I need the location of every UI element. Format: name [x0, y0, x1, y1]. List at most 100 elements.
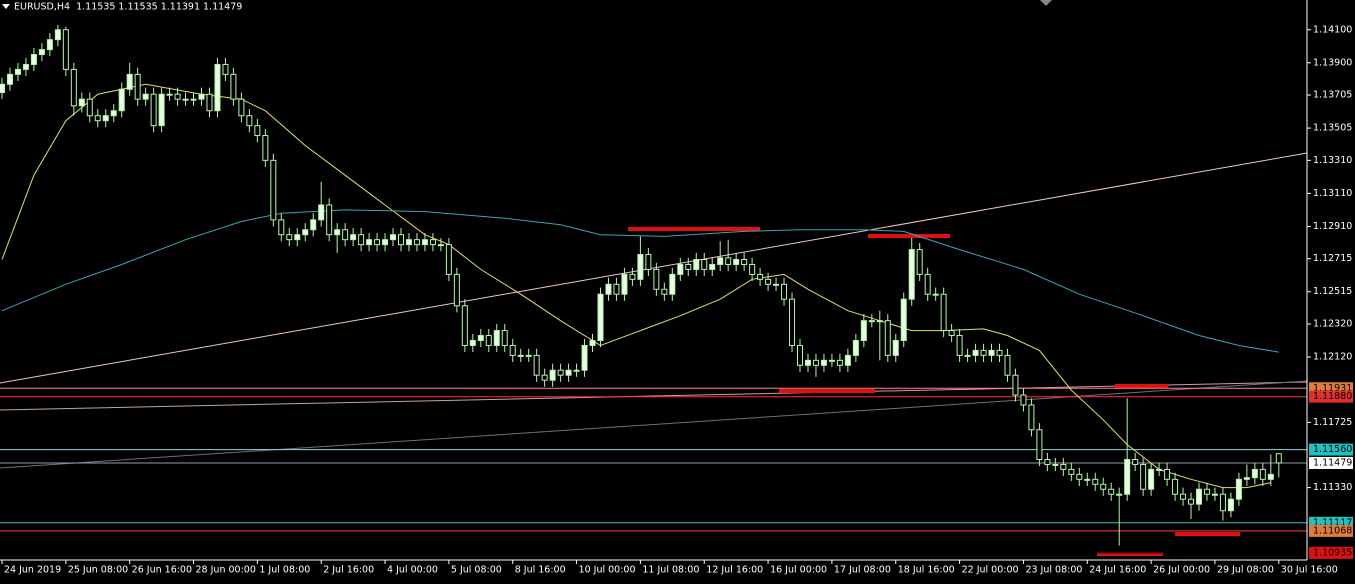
- x-tick-label: 30 Jul 16:00: [1281, 565, 1338, 576]
- candle-body: [733, 259, 740, 265]
- levels: [0, 387, 1307, 554]
- x-tick-label: 11 Jul 08:00: [642, 565, 699, 576]
- x-tick-label: 2 Jul 16:00: [323, 565, 374, 576]
- candle-body: [573, 369, 580, 372]
- y-tick-label: 1.13505: [1313, 123, 1352, 134]
- candle-body: [557, 369, 564, 376]
- candle-body: [94, 115, 101, 122]
- candle-body: [54, 29, 61, 41]
- candle-body: [310, 219, 317, 231]
- x-tick-label: 26 Jul 00:00: [1153, 565, 1210, 576]
- candle-body: [1188, 498, 1195, 505]
- candle-body: [924, 273, 931, 295]
- candle-body: [1132, 459, 1139, 465]
- candle-body: [102, 115, 109, 122]
- candle-body: [461, 305, 468, 346]
- candle-body: [1108, 488, 1115, 495]
- candle-body: [677, 263, 684, 275]
- x-tick-label: 26 Jun 16:00: [132, 565, 192, 576]
- candle-body: [916, 249, 923, 275]
- candle-body: [884, 320, 891, 356]
- candle-body: [749, 263, 756, 275]
- candle-body: [860, 320, 867, 341]
- candle-body: [852, 339, 859, 356]
- x-tick-label: 23 Jul 08:00: [1025, 565, 1082, 576]
- candle-body: [206, 93, 213, 112]
- candle-body: [605, 283, 612, 295]
- candle-body: [254, 125, 261, 137]
- candle-body: [1267, 473, 1274, 480]
- candle-body: [350, 234, 357, 241]
- candle-body: [222, 63, 229, 75]
- candle-body: [0, 83, 5, 94]
- candle-body: [581, 344, 588, 371]
- candle-body: [158, 93, 165, 127]
- y-tick-label: 1.13310: [1313, 155, 1352, 166]
- candle-body: [549, 369, 556, 381]
- y-tick-label: 1.12910: [1313, 221, 1352, 232]
- candle-body: [701, 259, 708, 270]
- candle-body: [1196, 488, 1202, 505]
- y-tick-label: 1.11330: [1313, 482, 1352, 493]
- x-tick-label: 12 Jul 16:00: [706, 565, 763, 576]
- candle-body: [1227, 498, 1234, 512]
- candle-body: [900, 298, 907, 341]
- candle-body: [342, 229, 349, 241]
- candle-body: [1060, 463, 1067, 470]
- candle-body: [781, 283, 788, 300]
- candle-body: [629, 273, 636, 280]
- candle-body: [453, 273, 460, 307]
- candle-body: [118, 88, 125, 112]
- candle-body: [398, 234, 404, 246]
- candle-body: [1052, 463, 1059, 466]
- y-tick-label: 1.13900: [1313, 57, 1352, 68]
- candle-body: [725, 257, 732, 265]
- candles: [0, 24, 1282, 546]
- candle-body: [326, 204, 333, 236]
- x-tick-label: 4 Jul 00:00: [387, 565, 438, 576]
- candle-body: [525, 354, 532, 357]
- candle-body: [964, 354, 971, 357]
- candle-body: [517, 354, 524, 357]
- x-tick-label: 16 Jul 00:00: [770, 565, 827, 576]
- y-tick-label: 1.14100: [1313, 24, 1352, 35]
- candle-body: [62, 29, 69, 70]
- x-tick-label: 8 Jul 16:00: [515, 565, 566, 576]
- candle-body: [1092, 478, 1099, 485]
- candle-body: [645, 254, 652, 270]
- candle-body: [477, 335, 484, 341]
- candle-body: [374, 239, 381, 246]
- candle-body: [892, 339, 899, 356]
- candle-body: [110, 110, 117, 117]
- candle-body: [956, 335, 963, 356]
- candle-body: [717, 257, 724, 265]
- price-level-label: 1.11880: [1313, 391, 1352, 402]
- x-tick-label: 17 Jul 08:00: [834, 565, 891, 576]
- price-level-label: 1.11931: [1313, 383, 1352, 394]
- candle-body: [804, 359, 811, 366]
- candle-body: [1251, 468, 1258, 479]
- candle-body: [421, 239, 428, 246]
- candle-body: [230, 73, 237, 100]
- candle-body: [820, 359, 827, 366]
- candle-body: [318, 204, 325, 221]
- candle-body: [797, 344, 803, 366]
- candle-body: [1235, 478, 1242, 500]
- candle-body: [589, 339, 596, 346]
- price-level-box: [1309, 546, 1353, 559]
- candle-body: [166, 93, 173, 96]
- candle-body: [78, 98, 85, 107]
- candle-body: [437, 244, 444, 247]
- candle-body: [653, 268, 660, 290]
- candle-body: [501, 330, 508, 346]
- trendline: [0, 380, 1308, 469]
- candle-body: [1116, 493, 1123, 496]
- candle-body: [246, 115, 253, 127]
- candle-body: [661, 288, 668, 295]
- candle-body: [150, 93, 157, 127]
- menu-triangle[interactable]: [2, 4, 10, 9]
- candle-body: [445, 244, 452, 275]
- candle-body: [773, 283, 780, 286]
- candle-body: [429, 239, 436, 246]
